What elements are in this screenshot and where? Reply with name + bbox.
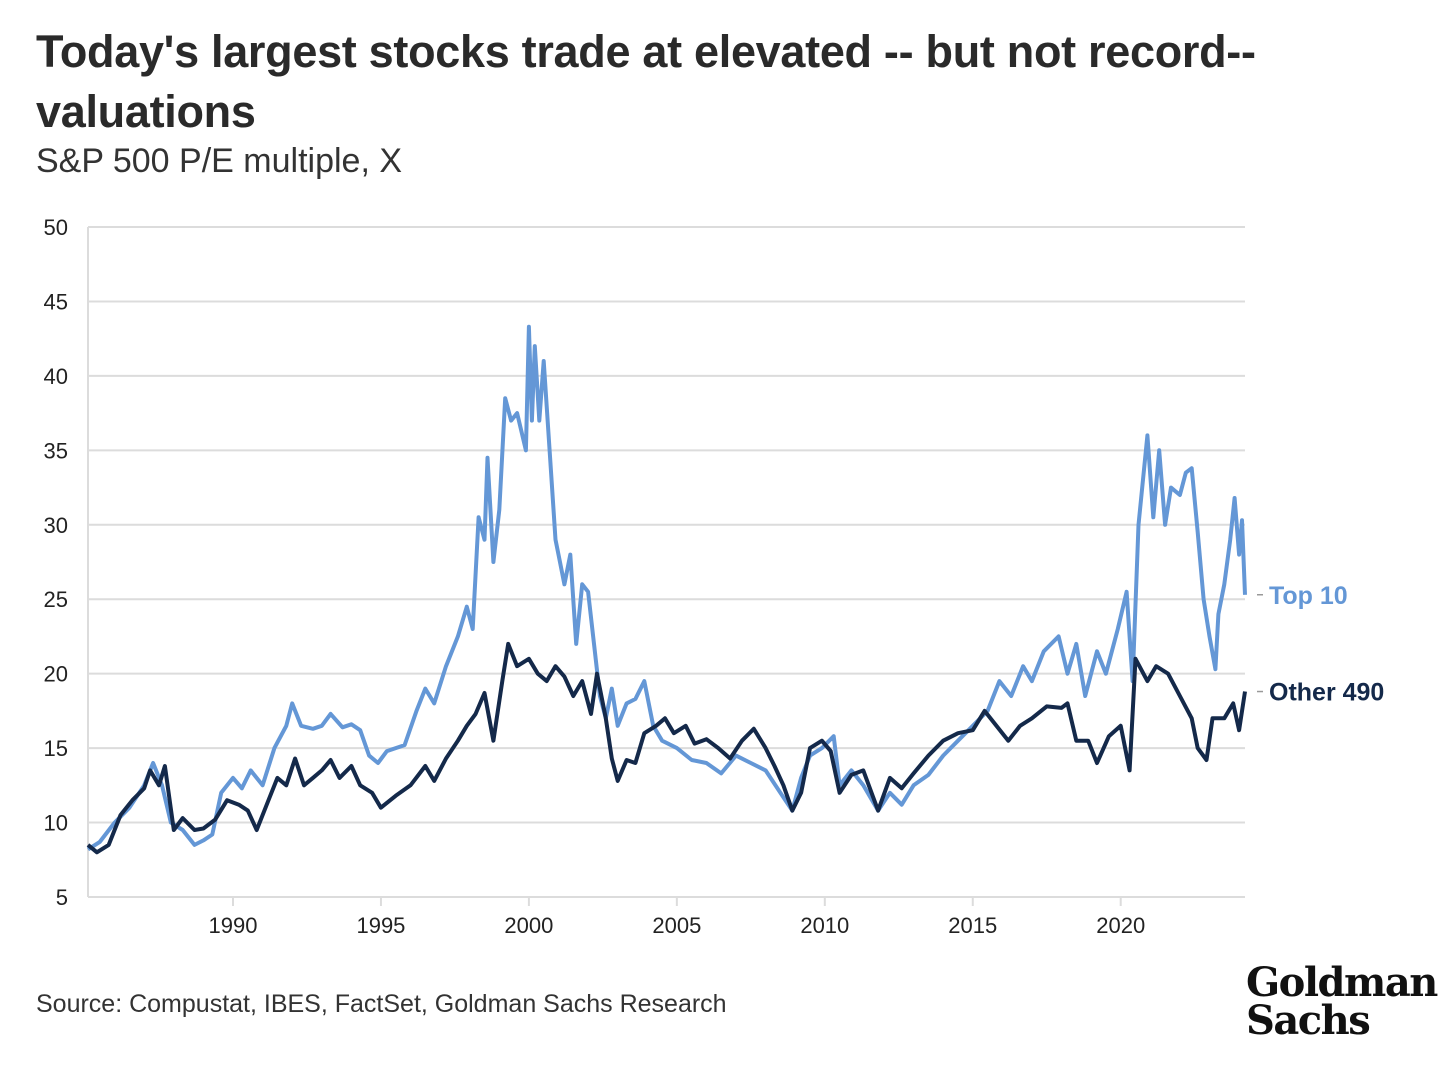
x-tick-label: 1990 <box>209 913 258 938</box>
y-tick-label: 30 <box>44 513 68 538</box>
chart-title: Today's largest stocks trade at elevated… <box>36 26 1256 137</box>
x-tick-label: 2015 <box>948 913 997 938</box>
y-tick-label: 40 <box>44 364 68 389</box>
x-tick-label: 2020 <box>1096 913 1145 938</box>
y-tick-label: 45 <box>44 289 68 314</box>
y-tick-label: 50 <box>44 215 68 240</box>
y-tick-label: 35 <box>44 438 68 463</box>
chart-subtitle: S&P 500 P/E multiple, X <box>36 142 403 180</box>
y-tick-label: 15 <box>44 736 68 761</box>
series-label-top-10: Top 10 <box>1269 582 1348 610</box>
series-line-other-490 <box>86 641 1247 855</box>
y-tick-label: 10 <box>44 811 68 836</box>
x-tick-label: 2010 <box>800 913 849 938</box>
x-tick-label: 2000 <box>504 913 553 938</box>
x-tick-label: 1995 <box>356 913 405 938</box>
y-tick-label: 20 <box>44 662 68 687</box>
series-line-top-10 <box>86 324 1247 852</box>
series-label-other-490: Other 490 <box>1269 679 1384 707</box>
source-note: Source: Compustat, IBES, FactSet, Goldma… <box>36 990 727 1018</box>
y-tick-label: 5 <box>56 885 68 910</box>
y-tick-label: 25 <box>44 587 68 612</box>
x-tick-label: 2005 <box>652 913 701 938</box>
goldman-sachs-logo: Goldman Sachs <box>1246 959 1438 1044</box>
